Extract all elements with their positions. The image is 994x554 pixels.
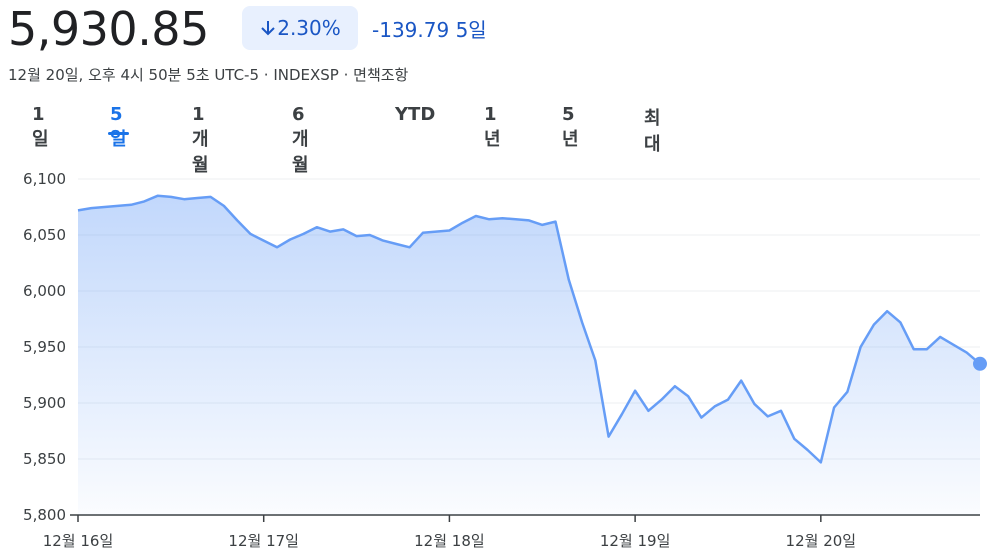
end-dot — [973, 356, 987, 371]
change-percent: 2.30% — [277, 16, 341, 40]
tab[interactable]: 6개월 — [292, 104, 309, 176]
x-tick-label: 12월 20일 — [786, 532, 857, 550]
tab[interactable]: 5일 — [108, 104, 129, 150]
x-tick-label: 12월 19일 — [600, 532, 671, 550]
y-tick-label: 5,850 — [23, 450, 66, 468]
price: 5,930.85 — [8, 2, 209, 56]
tab[interactable]: 1년 — [484, 104, 501, 150]
y-tick-label: 5,800 — [23, 506, 66, 524]
tab[interactable]: 1개월 — [192, 104, 209, 176]
y-tick-label: 6,100 — [23, 170, 66, 188]
line — [77, 194, 981, 464]
x-tick-label: 12월 16일 — [43, 532, 114, 550]
tab[interactable]: 최대 — [644, 108, 661, 155]
subtitle: 12월 20일, 오후 4시 50분 5초 UTC-5 · INDEXSP · … — [8, 66, 409, 84]
change-value: -139.79 — [372, 18, 450, 42]
tab[interactable]: 1일 — [32, 104, 49, 150]
change-badge: 2.30% — [242, 6, 358, 50]
period: 5일 — [455, 18, 487, 42]
tab[interactable]: 5년 — [562, 104, 579, 150]
tab[interactable]: YTD — [395, 104, 436, 125]
down-arrow — [261, 21, 275, 36]
change: -139.79 5일 — [372, 14, 487, 43]
x-tick-label: 12월 17일 — [228, 532, 299, 550]
y-tick-label: 6,000 — [23, 282, 66, 300]
y-tick-label: 6,050 — [23, 226, 66, 244]
x-tick-label: 12월 18일 — [414, 532, 485, 550]
y-tick-label: 5,900 — [23, 394, 66, 412]
y-tick-label: 5,950 — [23, 338, 66, 356]
area — [78, 195, 980, 516]
